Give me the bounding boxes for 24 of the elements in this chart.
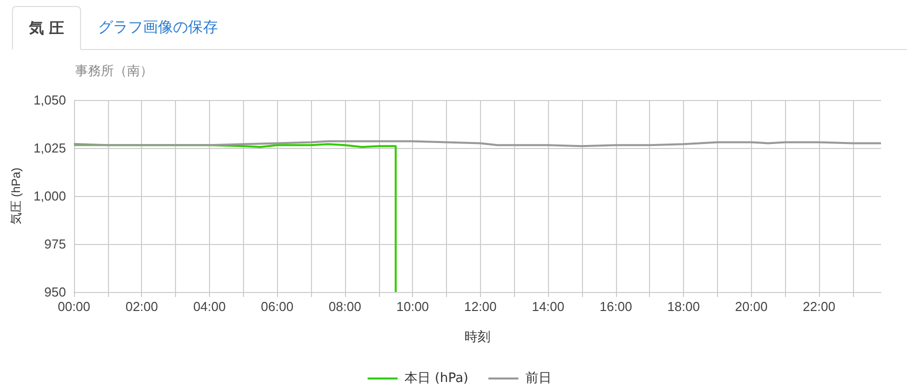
x-tick-label: 08:00 [328, 299, 362, 314]
x-tick-label: 04:00 [193, 299, 226, 314]
legend-label: 前日 [525, 371, 552, 386]
y-tick-label: 1,025 [33, 140, 66, 156]
x-tick-label: 20:00 [735, 299, 768, 314]
chart-title: 事務所（南） [75, 64, 153, 79]
text: グラフ画像の保存 [98, 17, 218, 38]
x-tick-label: 00:00 [58, 299, 90, 314]
x-tick-label: 02:00 [125, 299, 158, 314]
y-tick-label: 950 [44, 284, 66, 300]
x-tick-label: 12:00 [464, 299, 497, 314]
y-tick-label: 1,050 [33, 92, 66, 108]
y-axis-title: 気圧 (hPa) [9, 168, 23, 224]
y-tick-label: 975 [44, 236, 66, 252]
x-tick-label: 16:00 [600, 299, 632, 314]
x-tick-label: 10:00 [396, 299, 429, 314]
text: 気 圧 [12, 6, 82, 50]
x-tick-label: 18:00 [667, 299, 700, 314]
x-axis-title: 時刻 [464, 329, 490, 344]
x-tick-label: 22:00 [802, 299, 836, 314]
legend-label: 本日 (hPa) [404, 371, 468, 386]
x-tick-label: 06:00 [260, 299, 294, 314]
y-tick-label: 1,000 [33, 188, 66, 204]
x-tick-label: 14:00 [532, 299, 564, 314]
